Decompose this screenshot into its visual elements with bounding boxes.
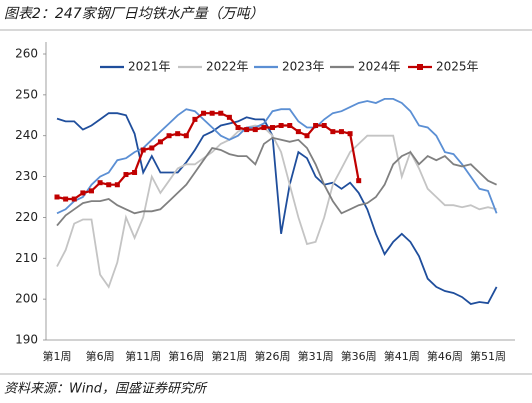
point-marker xyxy=(63,196,69,202)
point-marker xyxy=(347,131,353,137)
legend-label: 2022年 xyxy=(206,60,249,74)
x-tick-label: 第1周 xyxy=(43,349,72,363)
source: 资料来源：Wind，国盛证券研究所 xyxy=(4,381,208,397)
x-tick-label: 第46周 xyxy=(427,349,463,363)
legend-label: 2025年 xyxy=(436,60,479,74)
point-marker xyxy=(54,194,60,200)
point-marker xyxy=(114,182,120,188)
y-tick-label: 260 xyxy=(15,47,38,61)
y-tick-label: 250 xyxy=(15,87,38,101)
legend-marker xyxy=(417,64,423,70)
x-tick-label: 第41周 xyxy=(384,349,420,363)
legend-label: 2021年 xyxy=(128,60,171,74)
point-marker xyxy=(140,147,146,153)
point-marker xyxy=(175,131,181,137)
point-marker xyxy=(123,172,129,178)
x-tick-label: 第36周 xyxy=(341,349,377,363)
point-marker xyxy=(321,123,327,128)
chart-title: 图表2：247家钢厂日均铁水产量（万吨） xyxy=(4,6,264,22)
point-marker xyxy=(183,133,189,139)
x-tick-label: 第31周 xyxy=(298,349,334,363)
x-tick-label: 第16周 xyxy=(168,349,204,363)
y-tick-label: 210 xyxy=(15,251,38,265)
x-tick-label: 第21周 xyxy=(211,349,247,363)
series-line xyxy=(56,98,498,215)
point-marker xyxy=(209,110,215,116)
legend-label: 2023年 xyxy=(282,60,325,74)
point-marker xyxy=(287,123,293,128)
point-marker xyxy=(295,129,301,135)
point-marker xyxy=(157,139,163,145)
point-marker xyxy=(304,133,310,139)
legend-label: 2024年 xyxy=(358,60,401,74)
point-marker xyxy=(97,180,103,186)
point-marker xyxy=(235,125,241,131)
point-marker xyxy=(106,182,112,188)
point-marker xyxy=(338,129,344,135)
y-tick-label: 240 xyxy=(15,128,38,142)
point-marker xyxy=(278,123,284,128)
point-marker xyxy=(88,188,94,194)
point-marker xyxy=(356,178,362,184)
point-marker xyxy=(149,145,155,151)
series-line xyxy=(56,136,497,227)
point-marker xyxy=(218,110,224,116)
point-marker xyxy=(261,125,267,131)
point-marker xyxy=(244,127,250,133)
point-marker xyxy=(192,116,198,122)
y-tick-label: 200 xyxy=(15,292,38,306)
point-marker xyxy=(313,123,319,128)
point-marker xyxy=(252,127,258,133)
x-tick-label: 第6周 xyxy=(86,349,115,363)
point-marker xyxy=(80,190,86,196)
point-marker xyxy=(330,129,336,135)
y-tick-label: 220 xyxy=(15,210,38,224)
point-marker xyxy=(166,133,172,139)
point-marker xyxy=(71,196,77,202)
point-marker xyxy=(270,125,275,131)
x-tick-label: 第11周 xyxy=(125,349,161,363)
y-tick-label: 230 xyxy=(15,169,38,183)
series-line xyxy=(56,112,498,305)
series-line xyxy=(56,124,497,289)
point-marker xyxy=(226,114,232,120)
y-tick-label: 190 xyxy=(15,333,38,347)
point-marker xyxy=(201,110,207,116)
x-tick-label: 第26周 xyxy=(255,349,291,363)
x-tick-label: 第51周 xyxy=(470,349,506,363)
point-marker xyxy=(132,169,138,175)
